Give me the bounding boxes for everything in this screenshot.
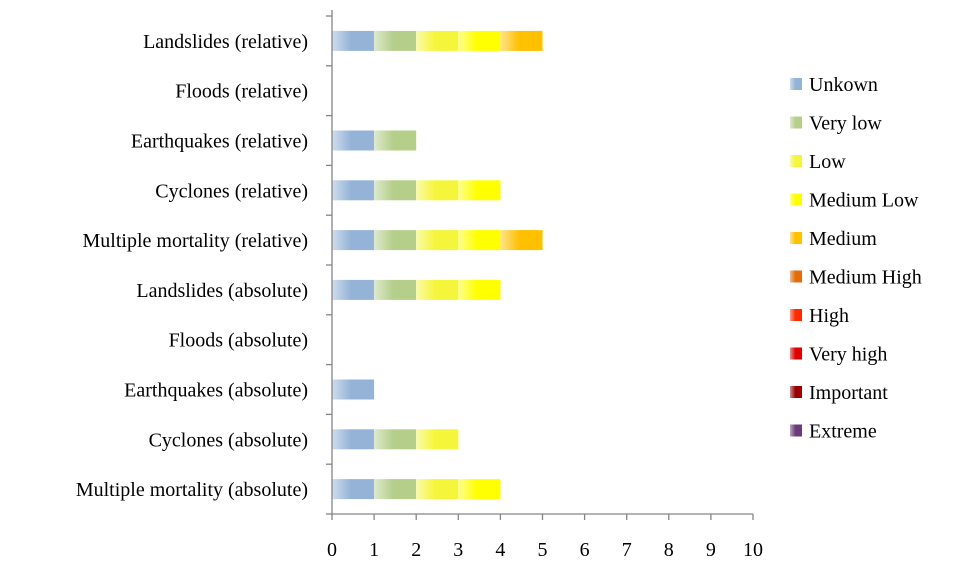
bar-segment xyxy=(332,279,375,300)
legend-swatch xyxy=(790,424,802,437)
category-label: Floods (absolute) xyxy=(169,330,308,352)
category-label: Earthquakes (absolute) xyxy=(124,380,308,402)
legend-swatch xyxy=(790,78,802,90)
bar-segment xyxy=(332,130,375,151)
legend-item: Important xyxy=(790,382,888,404)
legend-label: Important xyxy=(809,382,888,404)
legend-label: Very high xyxy=(809,344,887,366)
x-tick-label: 8 xyxy=(664,539,674,561)
bar-segment xyxy=(416,479,459,500)
legend-swatch xyxy=(790,193,802,206)
legend-label: Extreme xyxy=(809,421,877,443)
legend-swatch xyxy=(790,155,802,167)
category-label: Earthquakes (relative) xyxy=(131,131,308,153)
category-label: Multiple mortality (relative) xyxy=(83,230,309,252)
bar-segment xyxy=(500,30,543,51)
category-label: Floods (relative) xyxy=(175,81,308,103)
legend-label: Low xyxy=(809,151,846,173)
bar-segment xyxy=(500,230,543,251)
legend-swatch xyxy=(790,270,802,283)
axes-layer xyxy=(326,10,754,520)
category-label: Cyclones (absolute) xyxy=(149,429,308,451)
bar-segment xyxy=(416,279,459,300)
bar-segment xyxy=(374,479,417,500)
legend-swatch xyxy=(790,347,802,360)
bar-segment xyxy=(332,180,375,201)
x-tick-label: 7 xyxy=(622,539,632,561)
x-tick-label: 4 xyxy=(495,539,505,561)
bar-segment xyxy=(416,180,459,201)
bar-segment xyxy=(416,230,459,251)
labels-layer: 0 1 2 3 4 5 6 7 8 9 10 Landslides (relative) Floods … xyxy=(76,31,763,561)
x-tick-label: 0 xyxy=(327,539,337,561)
legend-swatch xyxy=(790,386,802,398)
bar-segment xyxy=(332,230,375,251)
legend: Unkown Very low Low Medium Low Medium Medium … xyxy=(790,74,922,443)
category-label: Multiple mortality (absolute) xyxy=(76,479,308,501)
bar-segment xyxy=(416,429,459,450)
legend-item: Extreme xyxy=(790,421,877,443)
legend-item: Very low xyxy=(790,113,882,135)
bar-segment xyxy=(458,30,501,51)
legend-label: Medium High xyxy=(809,267,922,289)
bar-segment xyxy=(374,30,417,51)
x-tick-label: 1 xyxy=(369,539,379,561)
legend-item: Very high xyxy=(790,344,887,366)
category-label: Landslides (absolute) xyxy=(136,280,308,302)
legend-swatch xyxy=(790,232,802,244)
category-label: Cyclones (relative) xyxy=(155,180,308,202)
legend-item: Low xyxy=(790,151,846,173)
bar-segment xyxy=(458,479,501,500)
bar-segment xyxy=(332,429,375,450)
legend-label: High xyxy=(809,305,849,327)
legend-swatch xyxy=(790,309,802,321)
bar-segment xyxy=(332,379,375,400)
legend-item: Medium High xyxy=(790,267,922,289)
x-tick-label: 10 xyxy=(743,539,763,561)
legend-label: Unkown xyxy=(809,74,878,96)
legend-item: Unkown xyxy=(790,74,878,96)
bar-segment xyxy=(374,130,417,151)
legend-item: Medium Low xyxy=(790,190,919,212)
legend-label: Medium xyxy=(809,228,877,250)
x-tick-label: 3 xyxy=(453,539,463,561)
bar-segment xyxy=(332,479,375,500)
bar-segment xyxy=(458,180,501,201)
bar-segment xyxy=(374,180,417,201)
legend-item: Medium xyxy=(790,228,877,250)
category-label: Landslides (relative) xyxy=(143,31,308,53)
legend-swatch xyxy=(790,116,802,129)
bar-segment xyxy=(458,230,501,251)
x-tick-label: 6 xyxy=(580,539,590,561)
x-tick-label: 2 xyxy=(411,539,421,561)
x-tick-label: 5 xyxy=(538,539,548,561)
bars-layer xyxy=(332,30,543,500)
bar-segment xyxy=(416,30,459,51)
legend-item: High xyxy=(790,305,849,327)
legend-label: Very low xyxy=(809,113,882,135)
bar-segment xyxy=(374,429,417,450)
legend-label: Medium Low xyxy=(809,190,919,212)
bar-segment xyxy=(374,279,417,300)
bar-segment xyxy=(332,30,375,51)
bar-segment xyxy=(374,230,417,251)
bar-segment xyxy=(458,279,501,300)
x-tick-label: 9 xyxy=(706,539,716,561)
